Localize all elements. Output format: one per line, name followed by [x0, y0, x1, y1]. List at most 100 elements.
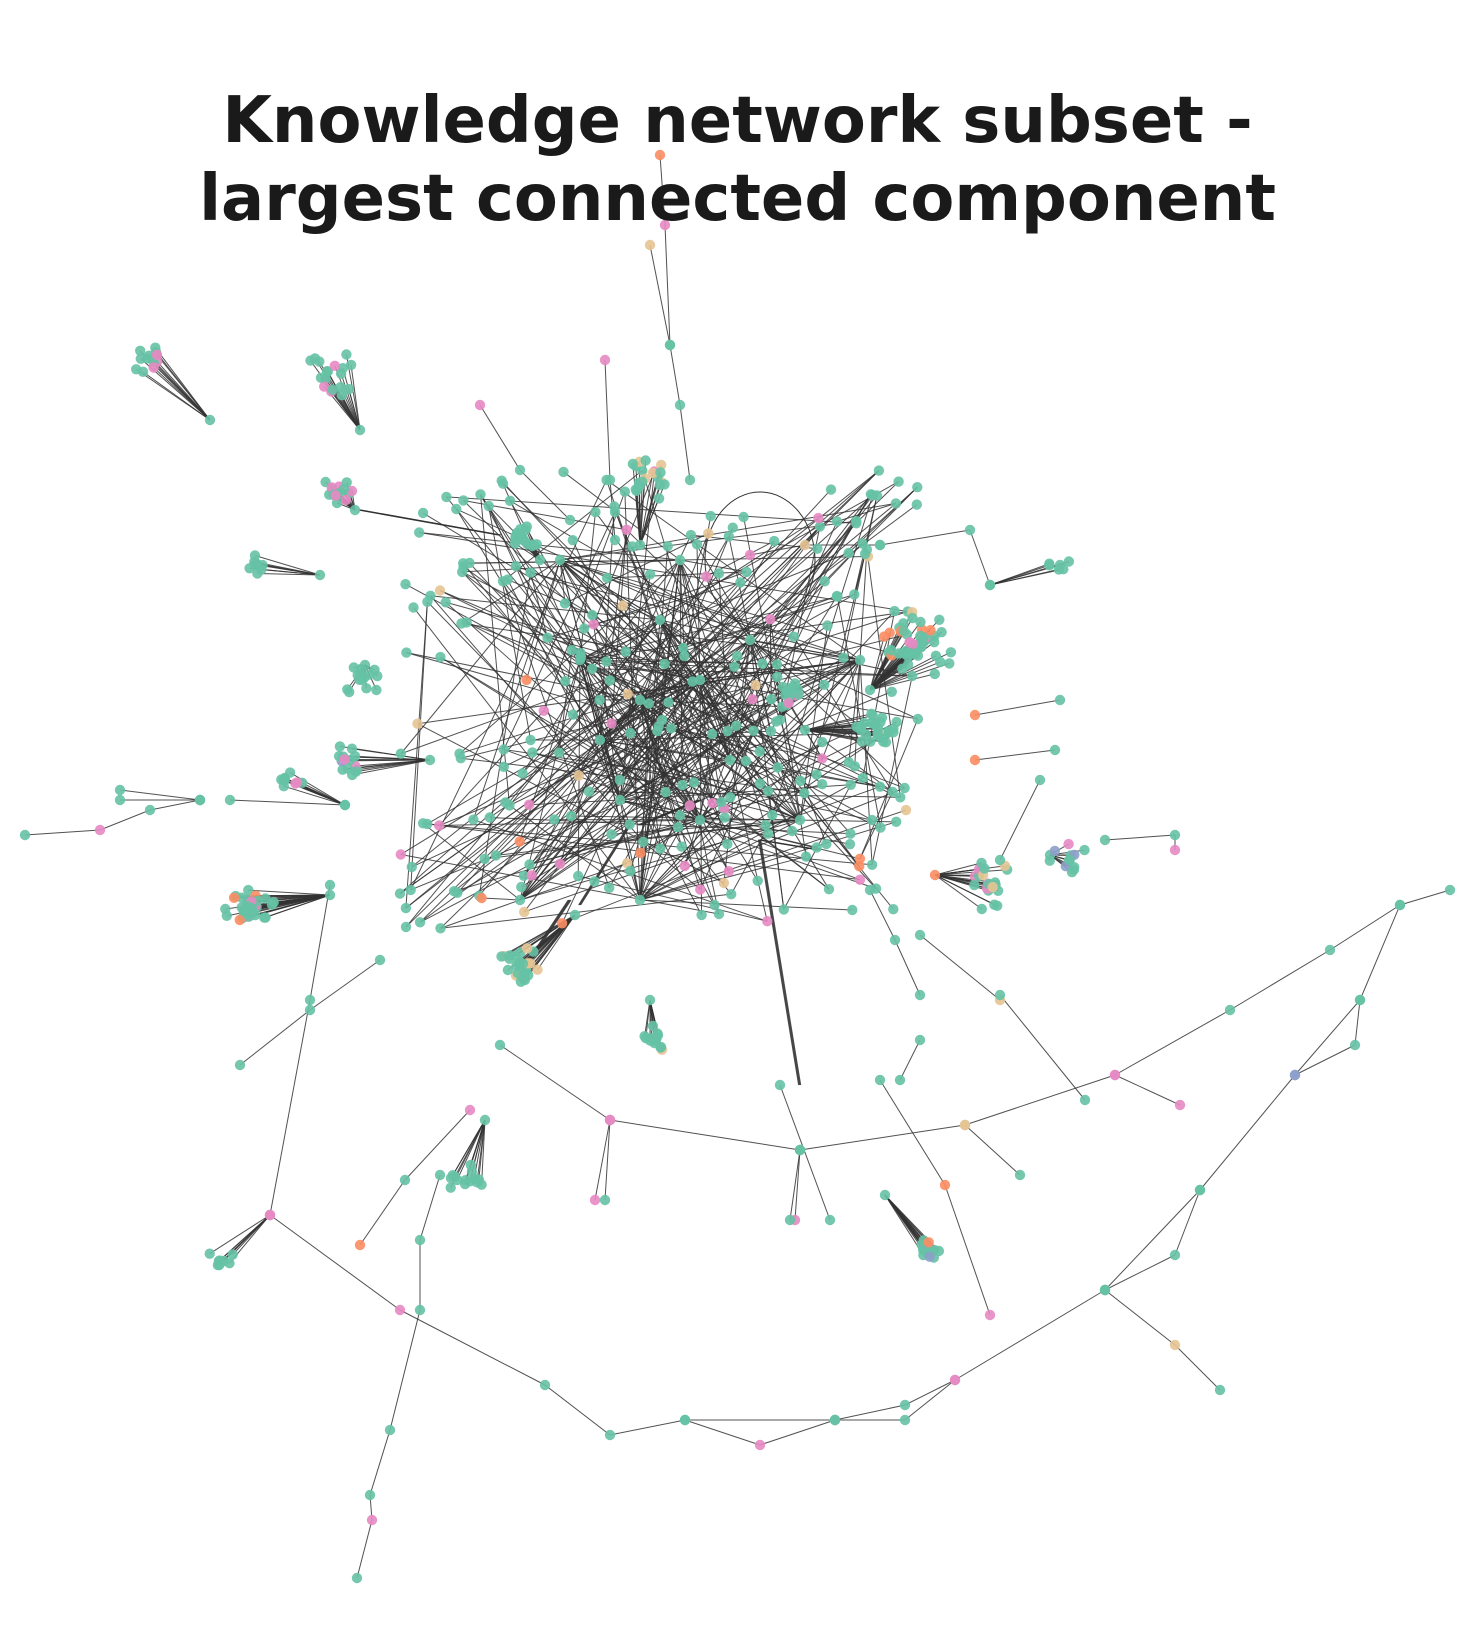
- graph-node: [451, 503, 462, 515]
- graph-node: [227, 1249, 238, 1260]
- graph-edge: [99, 809, 151, 831]
- graph-node: [811, 769, 822, 780]
- graph-node: [566, 644, 578, 656]
- graph-edge: [459, 559, 681, 755]
- graph-edge: [619, 540, 775, 801]
- graph-node: [716, 796, 727, 808]
- graph-node: [559, 598, 571, 609]
- graph-node: [340, 494, 352, 506]
- graph-node: [976, 903, 987, 915]
- graph-node: [355, 668, 366, 679]
- graph-node: [589, 876, 600, 887]
- graph-edge: [639, 899, 853, 911]
- graph-node: [875, 716, 886, 728]
- graph-edge: [481, 1119, 486, 1185]
- graph-edge: [419, 1174, 441, 1241]
- graph-node: [822, 620, 833, 631]
- graph-edge: [558, 679, 701, 754]
- graph-node: [260, 893, 271, 904]
- graph-node: [902, 647, 914, 659]
- graph-node: [1099, 834, 1111, 846]
- graph-edge: [499, 1044, 611, 1121]
- graph-node: [525, 734, 536, 746]
- graph-node: [888, 727, 899, 738]
- graph-node: [709, 899, 720, 911]
- graph-edge: [869, 632, 891, 691]
- graph-edge: [250, 894, 331, 909]
- graph-node: [327, 384, 338, 395]
- graph-node: [695, 884, 706, 895]
- graph-edge: [609, 619, 661, 681]
- graph-node: [992, 900, 1003, 911]
- graph-edge: [476, 1119, 486, 1183]
- graph-edge: [879, 529, 971, 546]
- graph-edge: [884, 1194, 930, 1243]
- graph-edge: [869, 636, 885, 691]
- graph-edge: [544, 1384, 611, 1436]
- graph-edge: [229, 799, 346, 806]
- graph-node: [510, 560, 521, 572]
- graph-edge: [758, 839, 800, 1086]
- graph-edge: [595, 511, 860, 867]
- graph-node: [754, 1439, 766, 1451]
- graph-edge: [894, 939, 921, 996]
- graph-edge: [599, 699, 641, 741]
- graph-node: [594, 694, 605, 706]
- graph-node: [740, 755, 752, 767]
- graph-node: [849, 761, 860, 772]
- graph-node: [854, 654, 866, 666]
- graph-node: [1169, 1249, 1181, 1261]
- graph-edge: [629, 728, 672, 872]
- graph-node: [677, 779, 688, 791]
- graph-edge: [999, 779, 1041, 861]
- graph-node: [679, 1414, 691, 1426]
- graph-node: [319, 381, 330, 392]
- graph-node: [979, 863, 990, 874]
- graph-node: [674, 810, 686, 821]
- graph-node: [744, 549, 756, 561]
- graph-node: [1058, 564, 1069, 575]
- graph-node: [1169, 829, 1181, 841]
- graph-edge: [579, 619, 661, 661]
- graph-node: [912, 482, 923, 493]
- graph-node: [722, 838, 733, 850]
- graph-edge: [760, 839, 822, 851]
- page-title: Knowledge network subset - largest conne…: [0, 82, 1475, 238]
- graph-edge: [283, 785, 346, 806]
- graph-node: [94, 824, 106, 836]
- graph-node: [516, 881, 527, 893]
- graph-node: [452, 1174, 463, 1186]
- graph-edge: [579, 552, 849, 661]
- graph-node: [786, 825, 798, 837]
- graph-node: [330, 490, 341, 501]
- graph-edge: [604, 359, 611, 481]
- graph-edge: [537, 914, 576, 971]
- graph-edge: [679, 559, 701, 681]
- graph-node: [843, 547, 854, 559]
- graph-node: [888, 904, 899, 915]
- graph-node: [844, 839, 856, 850]
- graph-node: [987, 881, 998, 893]
- graph-edge: [559, 559, 761, 752]
- graph-edge: [461, 622, 685, 657]
- graph-node: [684, 800, 695, 811]
- graph-edge: [439, 590, 581, 661]
- graph-edge: [758, 839, 800, 1086]
- graph-node: [718, 877, 730, 889]
- graph-node: [766, 694, 777, 705]
- graph-node: [634, 694, 646, 706]
- graph-node: [558, 466, 569, 478]
- graph-node: [873, 465, 885, 476]
- graph-edge: [579, 659, 621, 801]
- graph-edge: [255, 894, 331, 916]
- graph-edge: [777, 767, 881, 788]
- self-loop-edge: [704, 491, 816, 629]
- graph-node: [754, 746, 765, 757]
- graph-edge: [389, 1309, 421, 1431]
- graph-node: [859, 548, 871, 560]
- graph-edge: [399, 470, 880, 894]
- graph-edge: [528, 573, 720, 806]
- graph-edge: [440, 893, 732, 929]
- graph-node: [622, 688, 633, 700]
- graph-node: [713, 908, 725, 920]
